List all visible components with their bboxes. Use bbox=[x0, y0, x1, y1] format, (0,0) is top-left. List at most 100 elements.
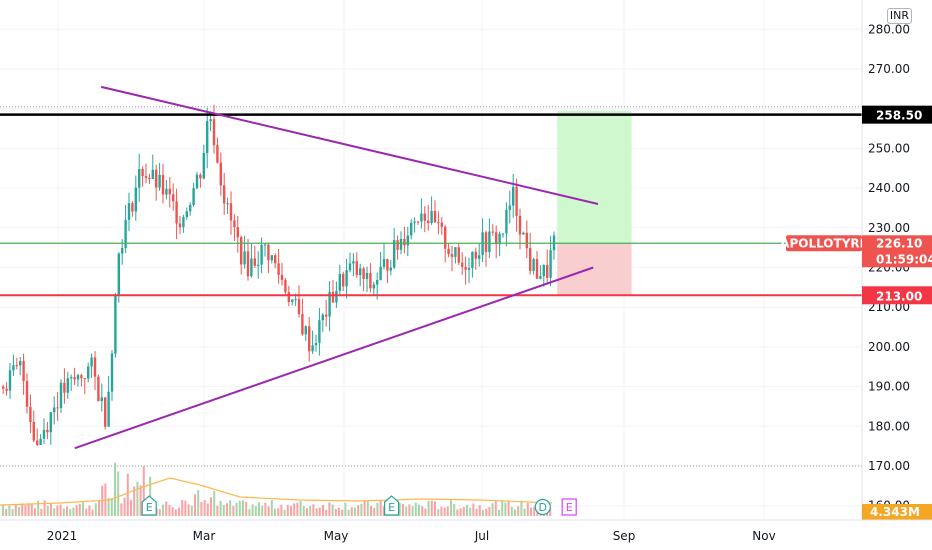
price-axis-bg bbox=[862, 0, 932, 550]
candle-body bbox=[501, 233, 505, 235]
candle-body bbox=[284, 279, 287, 293]
volume-bar bbox=[270, 500, 273, 516]
candle-body bbox=[403, 238, 406, 246]
volume-bar bbox=[62, 508, 65, 516]
volume-bar bbox=[216, 505, 219, 516]
candle-body bbox=[515, 186, 518, 216]
currency-badge[interactable]: INR bbox=[886, 8, 912, 24]
candle-body bbox=[457, 247, 460, 263]
price-labels: 258.50 APOLLOTYRE 226.10 01:59:04 213.00 bbox=[780, 105, 932, 305]
volume-bar bbox=[200, 501, 203, 516]
candle-body bbox=[124, 219, 127, 249]
volume-bar bbox=[222, 505, 225, 516]
candle-body bbox=[399, 238, 403, 250]
volume-bar bbox=[69, 509, 72, 516]
candle-body bbox=[274, 255, 277, 264]
volume-bar bbox=[142, 466, 145, 516]
candle-body bbox=[161, 174, 165, 195]
candle-body bbox=[107, 391, 110, 427]
candle-body bbox=[495, 232, 498, 245]
candle-body bbox=[209, 119, 212, 122]
volume-bar bbox=[136, 481, 139, 516]
volume-bar bbox=[178, 507, 180, 516]
candle-body bbox=[372, 284, 375, 289]
volume-bar bbox=[248, 509, 251, 516]
y-tick-label: 250.00 bbox=[868, 141, 910, 155]
volume-bar bbox=[168, 505, 171, 516]
volume-bar bbox=[437, 509, 440, 516]
candle-body bbox=[49, 412, 52, 433]
candle-body bbox=[219, 162, 222, 186]
event-marker-e: E bbox=[384, 495, 400, 516]
y-tick-label: 240.00 bbox=[868, 181, 910, 195]
candle-body bbox=[158, 174, 161, 188]
candle-body bbox=[202, 152, 205, 179]
volume-bar bbox=[27, 503, 30, 516]
candle-body bbox=[19, 361, 22, 366]
volume-bar bbox=[98, 500, 100, 516]
candle-body bbox=[117, 253, 120, 295]
candle-body bbox=[331, 291, 335, 303]
candle-body bbox=[223, 185, 226, 204]
candle-body bbox=[386, 259, 389, 271]
candle-body bbox=[87, 366, 90, 379]
volume-bar bbox=[469, 507, 472, 516]
candle-body bbox=[396, 240, 399, 250]
grid bbox=[0, 0, 862, 520]
candle-body bbox=[335, 290, 338, 303]
candle-body bbox=[83, 378, 86, 380]
volume-label: 4.343M bbox=[870, 505, 920, 519]
candle-body bbox=[359, 268, 362, 275]
candle-body bbox=[195, 174, 199, 189]
volume-bar bbox=[325, 509, 328, 516]
volume-bar bbox=[238, 500, 241, 516]
candle-body bbox=[369, 273, 372, 289]
volume-bar bbox=[443, 507, 446, 516]
candle-body bbox=[508, 205, 511, 210]
candle-body bbox=[260, 245, 263, 265]
candle-body bbox=[226, 203, 229, 205]
volume-bar bbox=[139, 485, 142, 516]
candle-body bbox=[308, 326, 311, 352]
candle-body bbox=[70, 377, 73, 379]
event-label: E bbox=[388, 501, 395, 514]
x-tick-label: 2021 bbox=[47, 529, 78, 543]
candle-body bbox=[294, 299, 297, 301]
volume-bar bbox=[264, 502, 267, 516]
candle-body bbox=[165, 188, 168, 195]
volume-bar bbox=[434, 501, 436, 516]
volume-bar bbox=[59, 504, 62, 516]
volume-bar bbox=[475, 509, 478, 516]
candle-body bbox=[212, 119, 216, 146]
candle-body bbox=[529, 248, 532, 271]
candle-body bbox=[172, 194, 175, 202]
candle-body bbox=[2, 386, 5, 389]
volume-bar bbox=[37, 500, 40, 516]
candle-body bbox=[427, 220, 430, 224]
volume-bar bbox=[504, 502, 507, 516]
volume-bar bbox=[174, 509, 177, 516]
candle-body bbox=[542, 264, 545, 277]
candle-body bbox=[42, 429, 46, 439]
candles bbox=[2, 104, 556, 447]
volume-bar bbox=[293, 503, 296, 516]
candle-body bbox=[423, 213, 426, 221]
volume-bar bbox=[24, 505, 27, 516]
candle-body bbox=[93, 357, 97, 377]
volume-bar bbox=[485, 509, 488, 516]
volume-bar bbox=[50, 503, 52, 516]
x-tick-label: Nov bbox=[752, 529, 775, 543]
volume-bar bbox=[549, 508, 552, 516]
candle-body bbox=[175, 201, 178, 224]
candle-body bbox=[236, 227, 239, 238]
volume-bar bbox=[43, 500, 46, 516]
volume-bar bbox=[370, 505, 372, 516]
volume-bar bbox=[363, 500, 366, 516]
volume-bar bbox=[8, 505, 11, 516]
candle-body bbox=[12, 365, 15, 371]
candle-body bbox=[304, 326, 307, 335]
candle-body bbox=[199, 174, 202, 179]
earnings-marker bbox=[384, 495, 400, 516]
candle-body bbox=[498, 233, 501, 245]
